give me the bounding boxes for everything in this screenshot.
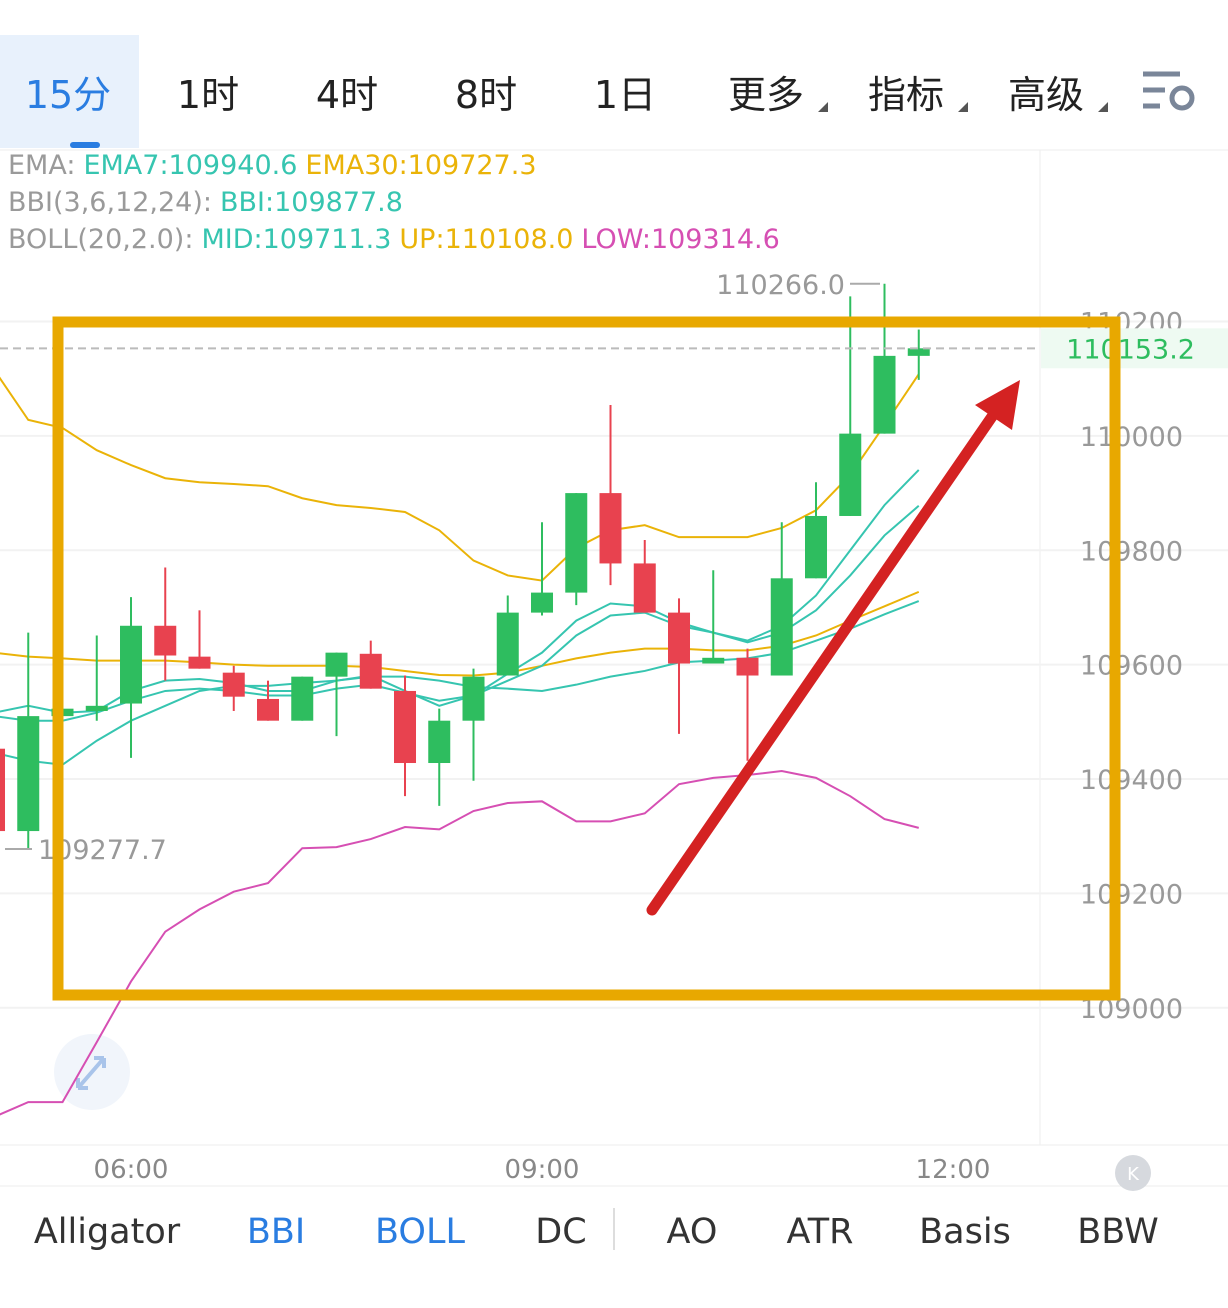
indicator-value: BBI(3,6,12,24): bbox=[8, 187, 212, 218]
candle-body bbox=[907, 348, 930, 356]
indicator-tab[interactable]: Alligator bbox=[34, 1212, 181, 1252]
indicator-tab[interactable]: AO bbox=[667, 1212, 718, 1252]
k-icon: K bbox=[1127, 1164, 1140, 1185]
indicator-tab[interactable]: BBI bbox=[247, 1212, 305, 1252]
indicator-line bbox=[0, 600, 920, 766]
indicator-line bbox=[0, 469, 920, 714]
y-tick-label: 109200 bbox=[1080, 879, 1183, 910]
k-button[interactable] bbox=[1115, 1155, 1151, 1191]
candle-body bbox=[359, 653, 382, 689]
indicator-value: MID:109711.3 bbox=[201, 224, 392, 255]
settings-icon[interactable] bbox=[1143, 71, 1195, 111]
candle-body bbox=[565, 493, 588, 593]
candle-body bbox=[805, 515, 828, 579]
indicator-value: UP:110108.0 bbox=[399, 224, 574, 255]
candle-body bbox=[770, 578, 793, 676]
timeframe-tab[interactable]: 1时 bbox=[177, 73, 239, 117]
candle-body bbox=[257, 698, 280, 721]
candle-body bbox=[496, 612, 519, 676]
candle-body bbox=[154, 625, 177, 656]
menu-caret bbox=[958, 102, 968, 112]
indicator-value: EMA7:109940.6 bbox=[83, 150, 298, 181]
candle-body bbox=[633, 563, 656, 613]
y-tick-label: 109400 bbox=[1080, 765, 1183, 796]
candle-body bbox=[17, 716, 40, 832]
candle-body bbox=[120, 625, 143, 704]
indicator-value: BBI:109877.8 bbox=[220, 187, 403, 218]
timeframe-tab[interactable]: 指标 bbox=[868, 73, 944, 117]
trend-arrowhead bbox=[975, 380, 1020, 430]
indicator-value: EMA30:109727.3 bbox=[305, 150, 537, 181]
indicator-legend: EMA: EMA7:109940.6 EMA30:109727.3 bbox=[8, 150, 545, 181]
indicator-value: LOW:109314.6 bbox=[581, 224, 780, 255]
candle-body bbox=[462, 676, 485, 721]
indicator-value: EMA: bbox=[8, 150, 76, 181]
indicator-line bbox=[0, 505, 920, 722]
candle-body bbox=[668, 612, 691, 664]
timeframe-tab[interactable]: 更多 bbox=[728, 73, 804, 117]
indicator-tab[interactable]: Basis bbox=[919, 1212, 1011, 1252]
x-tick-label: 09:00 bbox=[505, 1155, 580, 1185]
y-tick-label: 109600 bbox=[1080, 651, 1183, 682]
candle-body bbox=[222, 672, 245, 697]
candle-body bbox=[531, 592, 554, 613]
indicator-value: BOLL(20,2.0): bbox=[8, 224, 194, 255]
candle-body bbox=[0, 748, 6, 832]
indicator-tab[interactable]: BBW bbox=[1077, 1212, 1158, 1252]
indicator-line bbox=[0, 770, 920, 1116]
max-label: 110266.0 bbox=[716, 270, 845, 301]
timeframe-tab[interactable]: 15分 bbox=[25, 73, 111, 117]
candle-body bbox=[873, 355, 896, 434]
active-tab-indicator bbox=[70, 142, 100, 148]
indicator-line bbox=[0, 590, 920, 677]
candle-body bbox=[291, 676, 314, 721]
candle-body bbox=[394, 690, 417, 764]
timeframe-tab[interactable]: 高级 bbox=[1008, 73, 1084, 117]
indicator-tab[interactable]: BOLL bbox=[375, 1212, 465, 1252]
timeframe-tab[interactable]: 4时 bbox=[316, 73, 378, 117]
y-tick-label: 109800 bbox=[1080, 536, 1183, 567]
candle-body bbox=[599, 493, 622, 564]
indicator-line bbox=[0, 373, 920, 582]
timeframe-tab[interactable]: 8时 bbox=[455, 73, 517, 117]
indicator-legend: BBI(3,6,12,24): BBI:109877.8 bbox=[8, 187, 411, 218]
menu-caret bbox=[818, 102, 828, 112]
expand-icon bbox=[76, 1056, 106, 1090]
candle-body bbox=[428, 720, 451, 764]
indicator-legend: BOLL(20,2.0): MID:109711.3 UP:110108.0 LOW:… bbox=[8, 224, 788, 255]
y-tick-label: 110000 bbox=[1080, 422, 1183, 453]
candle-body bbox=[839, 433, 862, 516]
indicator-tab[interactable]: ATR bbox=[787, 1212, 854, 1252]
last-price-label: 110153.2 bbox=[1066, 334, 1195, 365]
trend-arrow bbox=[646, 399, 1006, 916]
last-price-box bbox=[1041, 328, 1228, 369]
candle-body bbox=[85, 705, 108, 711]
x-tick-label: 12:00 bbox=[916, 1155, 991, 1185]
x-tick-label: 06:00 bbox=[94, 1155, 169, 1185]
timeframe-tab[interactable]: 1日 bbox=[594, 73, 656, 117]
candle-body bbox=[325, 652, 348, 677]
candle-body bbox=[702, 657, 725, 664]
candle-body bbox=[188, 656, 211, 669]
candle-body bbox=[736, 657, 759, 676]
active-tab-bg bbox=[0, 35, 139, 148]
menu-caret bbox=[1098, 102, 1108, 112]
highlight-box bbox=[52, 316, 1121, 1001]
indicator-tab[interactable]: DC bbox=[535, 1212, 586, 1252]
